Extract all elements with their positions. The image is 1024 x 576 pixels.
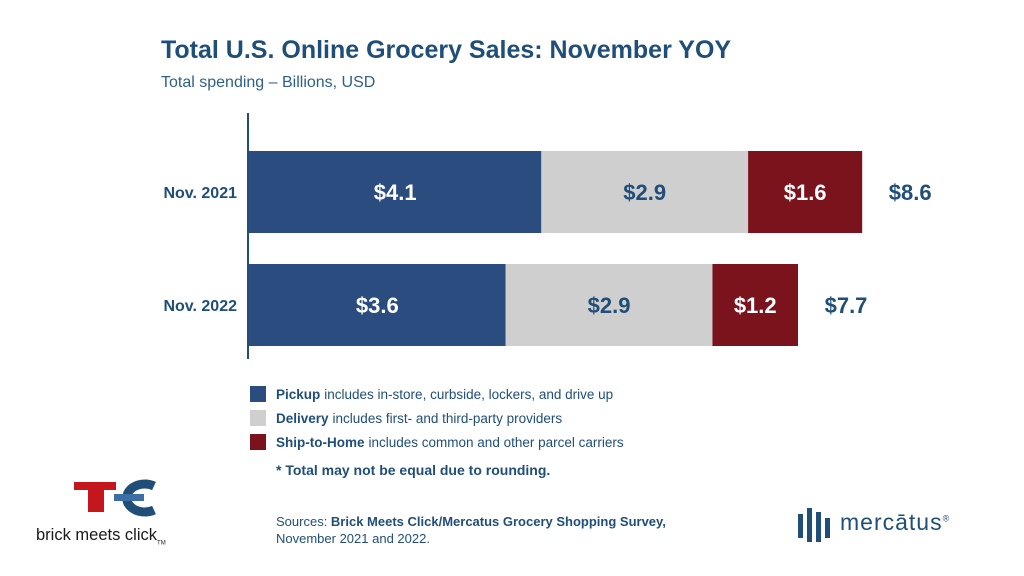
- bar-delivery-nov-2021: [541, 151, 749, 233]
- brick-meets-click-logo: brick meets clickTM: [36, 478, 226, 548]
- total-label-nov-2022: $7.7: [825, 293, 868, 318]
- stacked-bar-chart: Nov. 2021 $4.1 $2.9 $1.6 $8.6 Nov. 2022 $3.6 $2…: [163, 113, 932, 359]
- legend-desc-delivery: includes first- and third-party provider…: [332, 410, 563, 426]
- legend-name-pickup: Pickup: [276, 386, 321, 402]
- total-label-nov-2021: $8.6: [889, 180, 932, 205]
- sources-text: Sources: Brick Meets Click/Mercatus Groc…: [276, 513, 666, 547]
- sources-prefix: Sources:: [276, 514, 331, 529]
- sources-survey: Brick Meets Click/Mercatus Grocery Shopp…: [330, 514, 666, 529]
- legend-desc-pickup: includes in-store, curbside, lockers, an…: [324, 386, 614, 402]
- bar-ship-to-home-nov-2022: [712, 264, 799, 346]
- bar-pickup-nov-2021: [249, 151, 542, 233]
- mercatus-logo: mercātus®: [796, 506, 996, 546]
- chart-title: Total U.S. Online Grocery Sales: Novembe…: [161, 36, 732, 64]
- legend-name-delivery: Delivery: [276, 410, 329, 426]
- legend-item-pickup: Pickup includes in-store, curbside, lock…: [250, 382, 624, 406]
- chart-subtitle: Total spending – Billions, USD: [161, 74, 376, 91]
- legend-item-delivery: Delivery includes first- and third-party…: [250, 406, 624, 430]
- data-label-delivery-nov-2022: $2.9: [588, 293, 631, 318]
- bar-pickup-nov-2022: [249, 264, 506, 346]
- data-label-delivery-nov-2021: $2.9: [623, 180, 666, 205]
- legend-swatch-pickup: [250, 386, 266, 402]
- rounding-note: * Total may not be equal due to rounding…: [276, 462, 551, 478]
- data-label-pickup-nov-2021: $4.1: [374, 180, 417, 205]
- legend-desc-ship-to-home: includes common and other parcel carrier…: [368, 434, 624, 450]
- mercatus-bars-icon: [798, 508, 830, 542]
- data-label-ship-to-home-nov-2022: $1.2: [734, 293, 777, 318]
- legend-item-ship-to-home: Ship-to-Home includes common and other p…: [250, 430, 624, 454]
- data-label-pickup-nov-2022: $3.6: [356, 293, 399, 318]
- legend-swatch-ship-to-home: [250, 434, 266, 450]
- sources-line-1: Sources: Brick Meets Click/Mercatus Groc…: [276, 513, 666, 530]
- brick-meets-click-wordmark: brick meets clickTM: [36, 526, 166, 547]
- bar-delivery-nov-2022: [505, 264, 713, 346]
- legend-swatch-delivery: [250, 410, 266, 426]
- category-label-nov-2021: Nov. 2021: [163, 185, 237, 202]
- mercatus-wordmark: mercātus®: [840, 509, 951, 535]
- legend-name-ship-to-home: Ship-to-Home: [276, 434, 365, 450]
- data-label-ship-to-home-nov-2021: $1.6: [784, 180, 827, 205]
- brick-meets-click-logo-mark: [74, 479, 156, 517]
- bar-ship-to-home-nov-2021: [748, 151, 863, 233]
- sources-line-2: November 2021 and 2022.: [276, 531, 430, 546]
- legend: Pickup includes in-store, curbside, lock…: [250, 382, 624, 454]
- category-label-nov-2022: Nov. 2022: [163, 298, 237, 315]
